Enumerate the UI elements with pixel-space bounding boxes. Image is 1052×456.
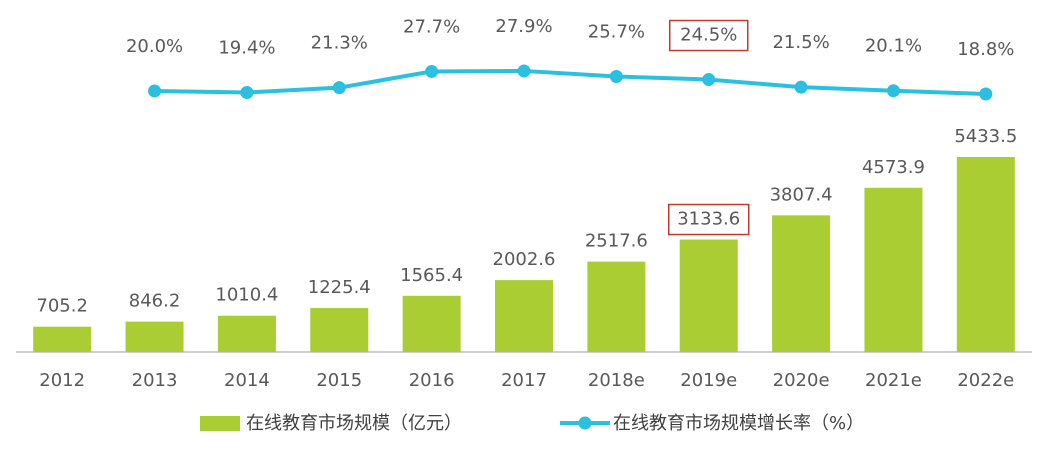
data-label: 5433.5 xyxy=(954,126,1017,147)
bar xyxy=(310,308,369,352)
bar xyxy=(956,156,1015,352)
bar xyxy=(402,295,461,352)
legend-swatch xyxy=(578,416,592,430)
data-label: 1225.4 xyxy=(308,277,371,298)
line-point xyxy=(240,85,254,99)
data-label: 2517.6 xyxy=(585,231,648,252)
x-tick-label: 2016 xyxy=(409,370,455,391)
legend-label: 在线教育市场规模增长率（%） xyxy=(613,413,864,434)
bar xyxy=(864,187,923,352)
line xyxy=(154,68,986,97)
data-label: 20.0% xyxy=(126,36,183,57)
data-label: 21.5% xyxy=(772,32,829,53)
x-tick-label: 2018e xyxy=(588,370,645,391)
data-label: 21.3% xyxy=(311,33,368,54)
x-tick-label: 2020e xyxy=(773,370,830,391)
highlight-box xyxy=(668,19,749,52)
data-label: 1010.4 xyxy=(215,285,278,306)
line-point xyxy=(702,73,716,87)
bar xyxy=(217,315,276,352)
line-point xyxy=(332,81,346,95)
x-tick-label: 2022e xyxy=(957,370,1014,391)
data-label: 846.2 xyxy=(129,291,181,312)
x-tick-label: 2015 xyxy=(316,370,362,391)
data-label: 18.8% xyxy=(957,39,1014,60)
bar xyxy=(679,239,738,352)
x-tick-label: 2013 xyxy=(132,370,178,391)
line-point xyxy=(609,70,623,84)
line-point xyxy=(794,80,808,94)
data-label: 4573.9 xyxy=(862,157,925,178)
x-tick-label: 2017 xyxy=(501,370,547,391)
data-label: 3807.4 xyxy=(770,184,833,205)
legend-label: 在线教育市场规模（亿元） xyxy=(246,413,462,434)
data-label: 1565.4 xyxy=(400,265,463,286)
x-tick-label: 2014 xyxy=(224,370,270,391)
x-tick-label: 2019e xyxy=(680,370,737,391)
data-label: 24.5% xyxy=(680,25,737,46)
bar xyxy=(33,326,92,352)
line-point xyxy=(979,87,993,101)
bar xyxy=(772,215,831,352)
highlight-box xyxy=(667,203,750,236)
data-label: 27.9% xyxy=(495,16,552,37)
bar xyxy=(495,280,553,352)
data-label: 3133.6 xyxy=(677,209,740,230)
x-tick-label: 2012 xyxy=(39,370,85,391)
x-tick-label: 2021e xyxy=(865,370,922,391)
line-point xyxy=(148,84,162,98)
data-label: 25.7% xyxy=(588,22,645,43)
bar xyxy=(587,261,646,352)
data-label: 2002.6 xyxy=(493,249,556,270)
line-point xyxy=(886,84,900,98)
line-point xyxy=(517,64,531,78)
data-label: 19.4% xyxy=(218,37,275,58)
legend-swatch xyxy=(200,416,240,431)
data-label: 27.7% xyxy=(403,16,460,37)
data-label: 20.1% xyxy=(865,36,922,57)
bar xyxy=(125,321,184,352)
line-point xyxy=(425,64,439,78)
data-label: 705.2 xyxy=(36,296,88,317)
